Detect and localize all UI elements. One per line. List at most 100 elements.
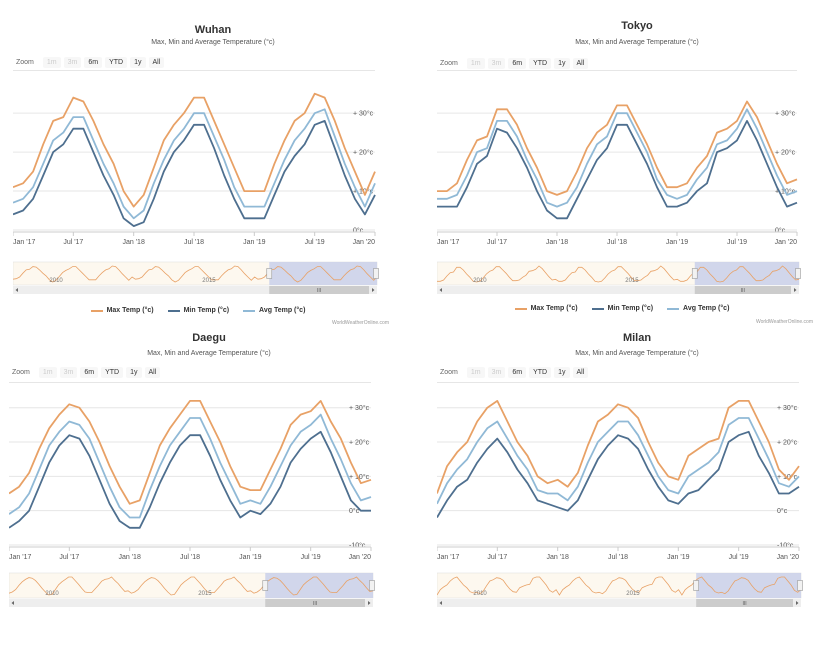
y-tick-label: + 30°c (349, 404, 370, 412)
legend-item-max[interactable]: Max Temp (°c) (514, 305, 578, 312)
chart-grid: Wuhan Max, Min and Average Temperature (… (9, 20, 830, 607)
legend-item-max[interactable]: Max Temp (°c) (90, 307, 154, 314)
credit-label[interactable]: WorldWeatherOnline.com (331, 320, 389, 326)
chart-title: Milan (622, 332, 652, 344)
x-tick-label: Jul '18 (184, 239, 204, 246)
scrollbar-thumb[interactable] (694, 286, 791, 294)
zoom-all-button[interactable]: All (144, 367, 161, 378)
series-line-max (437, 399, 800, 494)
navigator-handle[interactable] (262, 580, 269, 591)
scroll-right-arrow-icon[interactable] (368, 601, 371, 605)
chart-title: Tokyo (621, 20, 653, 32)
scroll-left-arrow-icon[interactable] (11, 601, 15, 605)
x-tick-label: Jan '20 (775, 239, 797, 246)
navigator-handle[interactable] (373, 268, 379, 279)
series-line-min (13, 120, 376, 228)
panel-tokyo: Tokyo Max, Min and Average Temperature (… (437, 20, 830, 340)
navigator-selection (696, 573, 801, 598)
zoom-all-button[interactable]: All (148, 57, 165, 68)
zoom-1y-button[interactable]: 1y (126, 367, 142, 378)
scrollbar-thumb[interactable] (269, 286, 369, 294)
zoom-3m-button[interactable]: 3m (487, 367, 506, 378)
zoom-6m-button[interactable]: 6m (84, 57, 103, 68)
navigator-handle[interactable] (693, 580, 699, 591)
legend-item-avg[interactable]: Avg Temp (°c) (243, 307, 305, 314)
y-tick-label: + 30°c (353, 110, 374, 118)
scrollbar-track (9, 599, 373, 607)
zoom-1y-button[interactable]: 1y (130, 57, 146, 68)
y-tick-label: + 20°c (775, 149, 796, 157)
series-line-max (437, 100, 798, 196)
y-tick-label: 0°c (353, 227, 364, 235)
legend-item-avg[interactable]: Avg Temp (°c) (667, 305, 729, 312)
zoom-ytd-button[interactable]: YTD (101, 367, 124, 378)
zoom-ytd-button[interactable]: YTD (529, 367, 552, 378)
scroll-right-arrow-icon[interactable] (794, 288, 797, 292)
navigator-label: 2015 (625, 278, 639, 284)
chart-title: Wuhan (194, 24, 232, 36)
zoom-6m-button[interactable]: 6m (508, 367, 527, 378)
zoom-ytd-button[interactable]: YTD (105, 57, 128, 68)
zoom-1y-button[interactable]: 1y (554, 367, 570, 378)
temperature-chart: + 30°c + 20°c + 10°c 0°c -10°c Jan '17 Jul '17… (9, 382, 375, 607)
legend-label: Avg Temp (°c) (259, 307, 306, 314)
legend-item-min[interactable]: Min Temp (°c) (167, 307, 230, 314)
x-tick-label: Jan '18 (546, 554, 568, 561)
series-line-max (13, 92, 376, 208)
x-tick-label: Jan '18 (118, 554, 140, 561)
zoom-label: Zoom (440, 369, 458, 376)
zoom-1y-button[interactable]: 1y (554, 58, 570, 69)
legend-label: Max Temp (°c) (106, 307, 154, 314)
zoom-1m-button[interactable]: 1m (42, 57, 61, 68)
navigator-handle[interactable] (691, 268, 698, 279)
chart-subtitle: Max, Min and Average Temperature (°c) (151, 39, 275, 46)
scroll-left-arrow-icon[interactable] (15, 288, 19, 292)
navigator-handle[interactable] (797, 580, 803, 591)
x-tick-label: Jul '18 (608, 554, 628, 561)
zoom-1m-button[interactable]: 1m (38, 367, 57, 378)
y-tick-label: 0°c (349, 507, 360, 515)
credit-label[interactable]: WorldWeatherOnline.com (755, 319, 813, 325)
zoom-6m-button[interactable]: 6m (508, 58, 527, 69)
legend: Max Temp (°c) Min Temp (°c) Avg Temp (°c… (13, 307, 383, 314)
navigator-label: 2015 (626, 591, 640, 597)
x-tick-label: Jul '17 (59, 554, 79, 561)
zoom-3m-button[interactable]: 3m (487, 58, 506, 69)
scroll-left-arrow-icon[interactable] (439, 288, 443, 292)
zoom-all-button[interactable]: All (572, 58, 589, 69)
zoom-1m-button[interactable]: 1m (466, 367, 485, 378)
zoom-label: Zoom (12, 369, 30, 376)
y-tick-label: + 10°c (349, 473, 370, 481)
legend-label: Min Temp (°c) (183, 307, 230, 314)
zoom-ytd-button[interactable]: YTD (529, 58, 552, 69)
navigator-label: 2015 (202, 278, 216, 284)
navigator-handle[interactable] (795, 268, 801, 279)
zoom-all-button[interactable]: All (572, 367, 589, 378)
scrollbar-grip: III (742, 601, 746, 607)
y-tick-label: + 10°c (777, 473, 798, 481)
legend-label: Max Temp (°c) (530, 305, 578, 312)
scrollbar-grip: III (317, 288, 321, 294)
y-tick-label: + 20°c (349, 439, 370, 447)
chart-title: Daegu (192, 332, 226, 344)
x-tick-label: Jul '19 (305, 239, 325, 246)
scroll-left-arrow-icon[interactable] (439, 601, 443, 605)
zoom-label: Zoom (16, 59, 34, 66)
zoom-3m-button[interactable]: 3m (59, 367, 78, 378)
zoom-3m-button[interactable]: 3m (63, 57, 82, 68)
legend-item-min[interactable]: Min Temp (°c) (591, 305, 653, 312)
navigator-handle[interactable] (266, 268, 273, 279)
scroll-right-arrow-icon[interactable] (796, 601, 799, 605)
zoom-1m-button[interactable]: 1m (466, 58, 485, 69)
zoom-6m-button[interactable]: 6m (80, 367, 99, 378)
navigator-handle[interactable] (369, 580, 375, 591)
x-tick-label: Jan '19 (667, 554, 689, 561)
scrollbar-thumb[interactable] (265, 599, 365, 607)
scrollbar-thumb[interactable] (696, 599, 793, 607)
scrollbar-track (437, 599, 801, 607)
navigator-label: 2010 (473, 278, 487, 284)
navigator-selection (269, 262, 377, 285)
series-line-avg (437, 108, 798, 208)
scroll-right-arrow-icon[interactable] (372, 288, 375, 292)
navigator-label: 2010 (473, 591, 487, 597)
